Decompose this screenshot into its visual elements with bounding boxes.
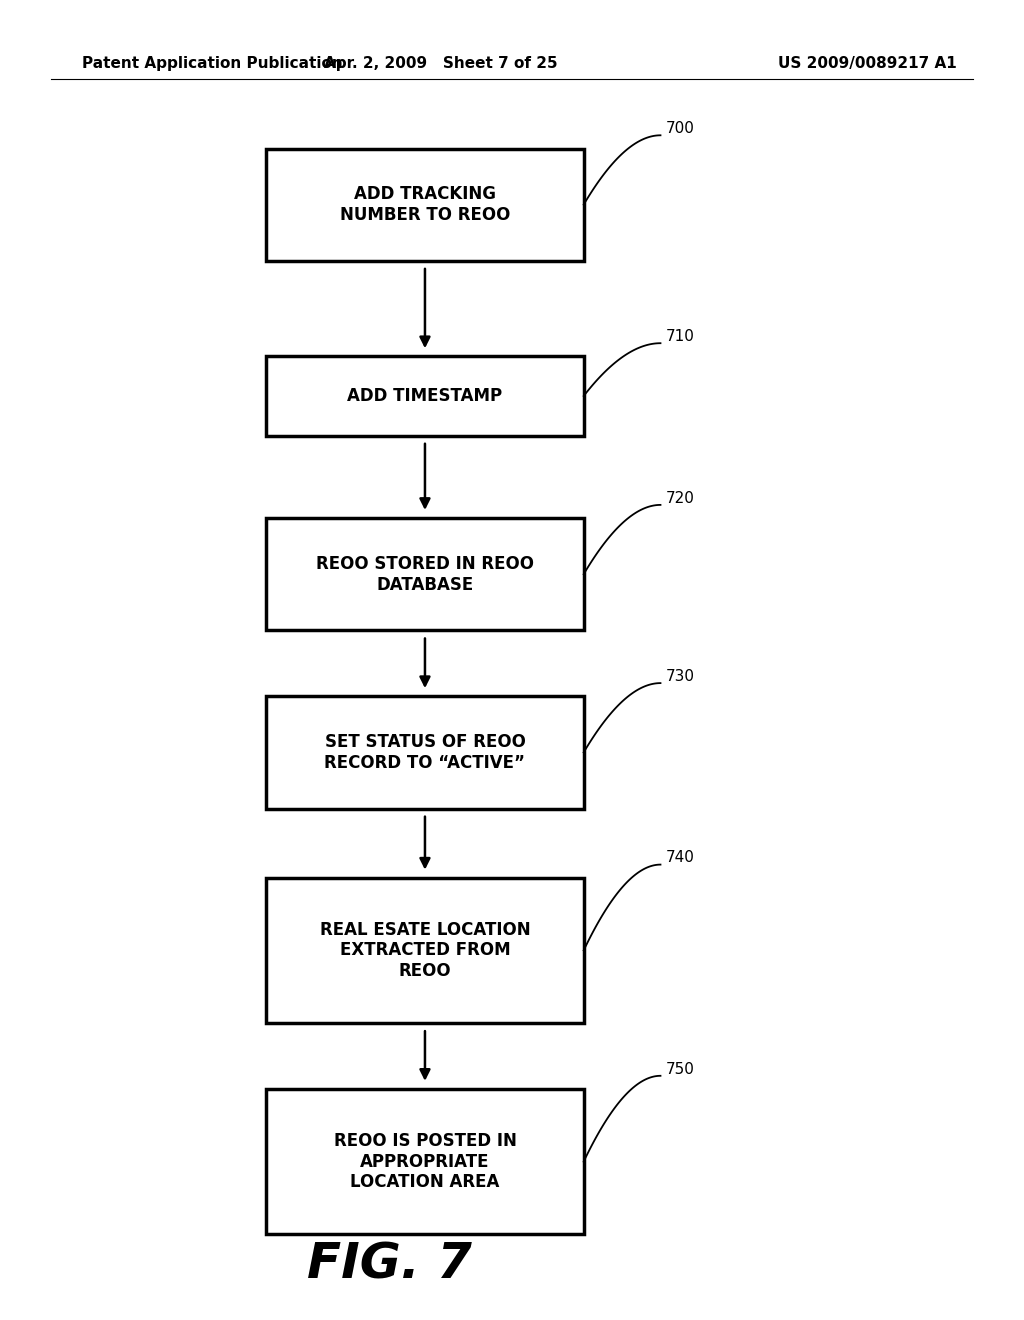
Text: SET STATUS OF REOO
RECORD TO “ACTIVE”: SET STATUS OF REOO RECORD TO “ACTIVE” — [325, 733, 525, 772]
Text: 730: 730 — [666, 669, 694, 684]
Text: 740: 740 — [666, 850, 694, 866]
Text: US 2009/0089217 A1: US 2009/0089217 A1 — [778, 55, 957, 71]
Text: Patent Application Publication: Patent Application Publication — [82, 55, 343, 71]
Bar — [266, 697, 584, 808]
Bar — [266, 519, 584, 631]
Bar — [266, 149, 584, 261]
Text: 700: 700 — [666, 121, 694, 136]
Text: 710: 710 — [666, 329, 694, 345]
Text: REOO IS POSTED IN
APPROPRIATE
LOCATION AREA: REOO IS POSTED IN APPROPRIATE LOCATION A… — [334, 1131, 516, 1192]
Text: ADD TIMESTAMP: ADD TIMESTAMP — [347, 387, 503, 405]
Bar — [266, 878, 584, 1023]
Text: 720: 720 — [666, 491, 694, 506]
Text: 750: 750 — [666, 1061, 694, 1077]
Text: REAL ESATE LOCATION
EXTRACTED FROM
REOO: REAL ESATE LOCATION EXTRACTED FROM REOO — [319, 920, 530, 981]
Text: ADD TRACKING
NUMBER TO REOO: ADD TRACKING NUMBER TO REOO — [340, 185, 510, 224]
Text: FIG. 7: FIG. 7 — [306, 1241, 472, 1288]
Bar — [266, 356, 584, 436]
Text: REOO STORED IN REOO
DATABASE: REOO STORED IN REOO DATABASE — [316, 554, 534, 594]
Bar — [266, 1089, 584, 1234]
Text: Apr. 2, 2009   Sheet 7 of 25: Apr. 2, 2009 Sheet 7 of 25 — [324, 55, 557, 71]
